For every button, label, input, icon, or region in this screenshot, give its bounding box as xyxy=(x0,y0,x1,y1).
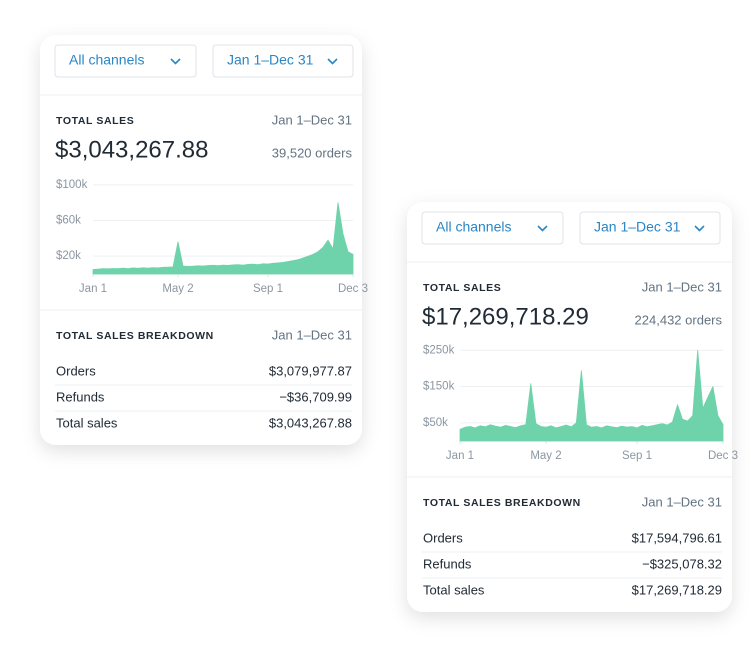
dropdown[interactable]: All channels xyxy=(421,211,564,245)
date-range: Jan 1–Dec 31 xyxy=(642,279,722,294)
chevron xyxy=(537,225,548,232)
dropdown[interactable]: Jan 1–Dec 31 xyxy=(212,44,354,78)
x-tick-label: Dec 3 xyxy=(708,450,738,462)
x-tick-label: May 2 xyxy=(162,283,193,295)
dropdown-label: All channels xyxy=(69,52,145,68)
dropdown-box xyxy=(212,44,354,78)
date-range: Jan 1–Dec 31 xyxy=(642,494,722,509)
row-label: Orders xyxy=(56,363,96,378)
row-label: Refunds xyxy=(56,389,105,404)
x-tick-label: Sep 1 xyxy=(253,283,283,295)
date-range: Jan 1–Dec 31 xyxy=(272,327,352,342)
total-amount: $3,043,267.88 xyxy=(55,136,208,163)
section-title: TOTAL SALES xyxy=(56,115,134,127)
y-tick-label: $100k xyxy=(56,179,88,191)
chevron xyxy=(327,58,338,65)
x-tick-label: Jan 1 xyxy=(446,450,474,462)
dropdown-label: Jan 1–Dec 31 xyxy=(227,52,314,68)
row-value: −$325,078.32 xyxy=(642,556,722,571)
dropdown[interactable]: Jan 1–Dec 31 xyxy=(579,211,721,245)
order-count: 224,432 orders xyxy=(635,312,723,327)
y-tick-label: $60k xyxy=(56,215,81,227)
date-range: Jan 1–Dec 31 xyxy=(272,112,352,127)
order-count: 39,520 orders xyxy=(272,145,353,160)
chevron xyxy=(694,225,705,232)
card: All channels Jan 1–Dec 31 TOTAL SALES Jan 1… xyxy=(40,35,368,445)
x-tick-label: Dec 3 xyxy=(338,283,368,295)
y-tick-label: $20k xyxy=(56,250,81,262)
row-value: $3,079,977.87 xyxy=(269,363,352,378)
dropdown-label: All channels xyxy=(436,219,512,235)
row-label: Total sales xyxy=(56,415,118,430)
section-title: TOTAL SALES xyxy=(423,282,501,294)
row-label: Total sales xyxy=(423,582,485,597)
total-amount: $17,269,718.29 xyxy=(422,303,589,330)
card-bg xyxy=(407,202,732,612)
row-value: $17,594,796.61 xyxy=(632,530,722,545)
dropdown-box xyxy=(579,211,721,245)
dropdown-box xyxy=(421,211,564,245)
row-value: −$36,709.99 xyxy=(279,389,352,404)
row-value: $3,043,267.88 xyxy=(269,415,352,430)
x-tick-label: May 2 xyxy=(530,450,561,462)
x-tick-label: Sep 1 xyxy=(622,450,652,462)
row-value: $17,269,718.29 xyxy=(632,582,722,597)
row-label: Refunds xyxy=(423,556,472,571)
dropdown-box xyxy=(54,44,197,78)
sales-area xyxy=(459,349,724,442)
section-title: TOTAL SALES BREAKDOWN xyxy=(56,330,214,342)
row-label: Orders xyxy=(423,530,463,545)
y-tick-label: $150k xyxy=(423,381,455,393)
section-title: TOTAL SALES BREAKDOWN xyxy=(423,497,581,509)
x-tick-label: Jan 1 xyxy=(79,283,107,295)
card-bg xyxy=(40,35,362,445)
dropdown[interactable]: All channels xyxy=(54,44,197,78)
card: All channels Jan 1–Dec 31 TOTAL SALES Jan 1… xyxy=(407,202,738,612)
sales-area xyxy=(92,202,354,275)
dropdown-label: Jan 1–Dec 31 xyxy=(594,219,681,235)
y-tick-label: $250k xyxy=(423,344,455,356)
chevron xyxy=(170,58,181,65)
y-tick-label: $50k xyxy=(423,417,448,429)
